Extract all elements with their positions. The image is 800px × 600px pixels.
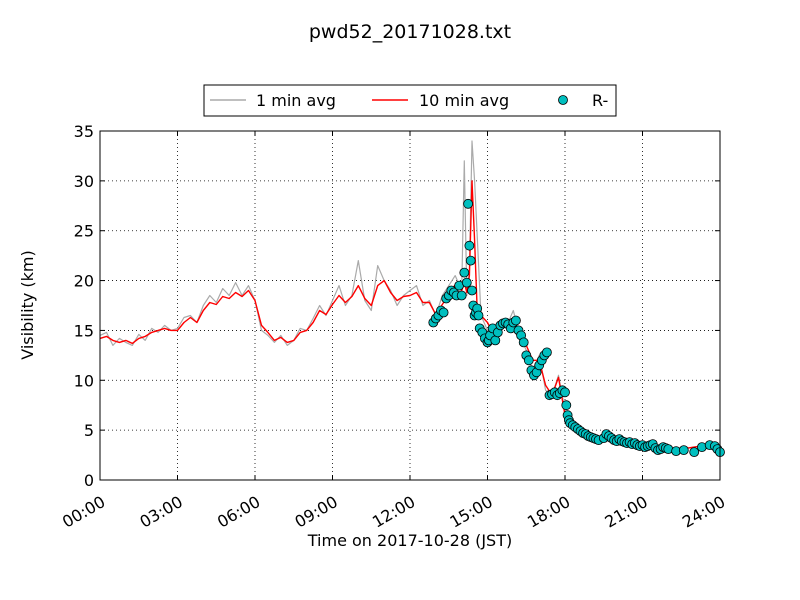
y-tick-label: 25 [74,222,94,241]
marker-r-minus [463,198,474,209]
marker-r-minus [689,447,700,458]
chart-title: pwd52_20171028.txt [309,21,511,43]
y-tick-label: 30 [74,172,94,191]
x-axis-label: Time on 2017-10-28 (JST) [307,531,512,550]
marker-r-minus [523,355,534,366]
marker-r-minus [518,337,529,348]
marker-r-minus [461,277,472,288]
legend-label-r-minus: R- [592,91,608,110]
y-axis-label: Visibility (km) [18,250,37,359]
marker-r-minus [464,240,475,251]
grid [100,131,720,480]
series-r-minus [428,198,725,458]
marker-r-minus [459,267,470,278]
marker-r-minus [678,445,689,456]
axis-ticks [99,130,721,481]
legend: 1 min avg 10 min avg R- [203,84,617,117]
y-tick-label: 35 [74,122,94,141]
marker-r-minus [542,347,552,358]
marker-r-minus [438,307,449,318]
legend-box [203,84,617,117]
legend-swatch-r-minus [558,95,568,105]
y-tick-labels: 0 5 10 15 20 25 30 35 [74,122,94,490]
marker-r-minus [465,255,476,266]
marker-r-minus [561,400,572,411]
y-tick-label: 10 [74,371,94,390]
marker-r-minus [560,387,570,398]
y-tick-label: 5 [84,421,94,440]
marker-r-minus [456,290,467,301]
y-tick-label: 0 [84,471,94,490]
marker-r-minus [467,285,477,296]
marker-r-minus [473,310,484,321]
marker-r-minus [511,315,521,326]
legend-label-10-min-avg: 10 min avg [419,91,509,110]
y-tick-label: 15 [74,321,94,340]
legend-label-1-min-avg: 1 min avg [256,91,336,110]
plot-area [99,130,725,481]
y-tick-label: 20 [74,272,94,291]
